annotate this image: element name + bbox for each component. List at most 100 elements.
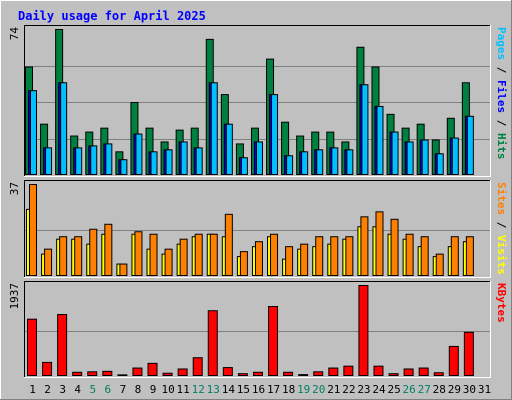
bar-pages [406,141,414,175]
x-tick-label: 24 [372,383,386,396]
bar-kbytes [268,306,279,376]
x-tick-label: 19 [297,383,310,396]
bar-sites [450,236,459,276]
y-series-label: Sites / Visits [495,182,508,275]
bar-sites [390,218,399,276]
bar-pages [316,149,324,175]
y-series-label-part: / [495,60,508,80]
plot-background [24,281,491,378]
x-tick-label: 16 [252,383,265,396]
x-tick-label: 28 [433,383,446,396]
bar-kbytes [102,370,113,376]
bar-sites [285,246,294,276]
bar-sites [194,233,203,277]
x-axis-labels: 1 2 3 4 5 6 7 8 9 10 11 12 13 14 15 16 17 18 19 20 21 22 23 24 2… [29,383,491,396]
bar-sites [164,248,173,277]
bar-sites [29,184,37,276]
panel-visits-sites: 37 Sites / Visits [8,180,508,278]
bar-sites [330,236,339,276]
x-tick-label: 8 [135,383,142,396]
bar-sites [420,236,429,276]
bar-sites [44,248,53,277]
bar-sites [89,228,98,277]
bar-sites [345,236,354,276]
bar-kbytes [448,345,459,377]
panel-hits-files-pages: 74 Pages / Files / Hits [8,25,508,177]
y-series-label-part: Pages [495,27,508,60]
bar-kbytes [87,371,98,376]
bar-pages [451,137,459,176]
x-tick-label: 30 [463,383,476,396]
bar-sites [119,263,128,276]
x-tick-label: 31 [478,383,491,396]
bar-kbytes [72,371,83,377]
bar-pages [90,145,98,176]
bar-sites [179,238,188,276]
y-series-label-part: Files [495,80,508,113]
bar-kbytes [283,371,294,377]
x-tick-label: 7 [120,383,127,396]
bar-pages [346,149,354,175]
x-tick-label: 15 [237,383,250,396]
bar-kbytes [147,362,158,377]
bar-sites [104,223,113,276]
bar-sites [465,236,474,276]
bar-sites [375,211,384,276]
bar-pages [286,155,294,175]
x-tick-label: 20 [312,383,325,396]
bar-pages [60,82,68,175]
y-series-label-part: / [495,215,508,235]
bar-pages [436,153,444,176]
x-tick-label: 23 [357,383,370,396]
bar-pages [331,147,339,175]
bar-kbytes [57,313,68,376]
bar-pages [105,143,113,176]
bar-pages [120,159,128,176]
bar-kbytes [433,372,444,376]
x-tick-label: 12 [192,383,205,396]
bar-kbytes [117,374,128,377]
bar-sites [435,253,444,277]
x-tick-label: 25 [387,383,400,396]
x-tick-label: 29 [448,383,461,396]
bar-kbytes [358,285,369,376]
bar-sites [270,233,279,277]
x-tick-label: 3 [59,383,66,396]
y-series-label-part: / [495,113,508,133]
bar-pages [391,131,399,175]
y-series-label-part: Visits [495,235,508,275]
bar-kbytes [42,361,53,376]
bar-pages [210,82,218,175]
x-tick-label: 18 [282,383,295,396]
bar-pages [195,147,203,175]
bar-pages [301,151,309,176]
y-series-label: Pages / Files / Hits [495,27,508,160]
x-tick-label: 9 [150,383,157,396]
bar-kbytes [252,371,263,377]
bar-pages [466,115,474,176]
bar-sites [315,236,324,276]
bar-sites [209,233,218,277]
y-series-label-part: KBytes [495,283,508,323]
bar-pages [361,84,369,175]
bar-sites [360,216,369,276]
x-tick-label: 27 [418,383,431,396]
bar-sites [74,236,83,276]
bar-sites [59,236,68,276]
bar-pages [180,141,188,175]
bar-pages [376,105,384,175]
bar-kbytes [463,331,474,377]
bar-pages [240,157,248,175]
bar-pages [135,133,143,175]
x-tick-label: 21 [327,383,340,396]
x-tick-label: 26 [403,383,416,396]
x-tick-label: 2 [44,383,51,396]
bar-pages [30,90,37,175]
x-tick-label: 1 [29,383,36,396]
bar-kbytes [418,367,429,376]
bar-kbytes [177,368,188,376]
bar-pages [255,141,263,175]
x-tick-label: 10 [161,383,174,396]
bar-sites [224,213,233,277]
bar-kbytes [132,367,143,376]
